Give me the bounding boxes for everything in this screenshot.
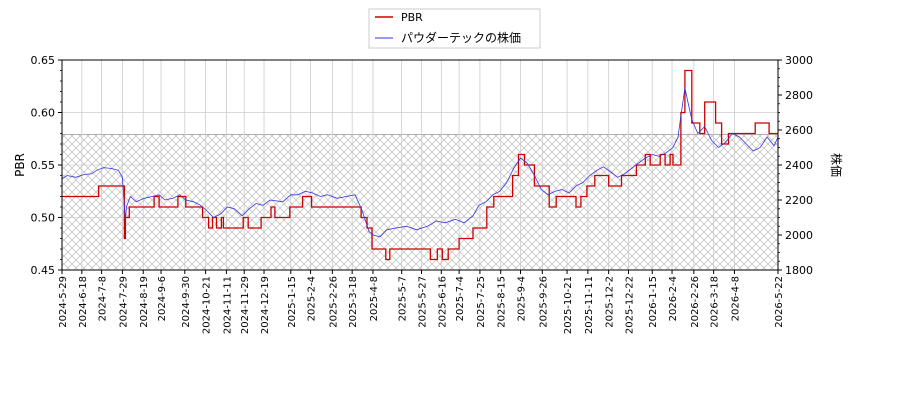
x-tick-label: 2025-7-25 <box>476 276 487 328</box>
right-tick-label: 2400 <box>785 159 813 172</box>
x-tick-label: 2025-4-8 <box>369 276 380 321</box>
x-tick-label: 2025-9-26 <box>538 276 549 328</box>
x-tick-label: 2026-4-8 <box>730 276 741 321</box>
x-tick-label: 2024-9-30 <box>181 276 192 328</box>
x-tick-label: 2024-10-21 <box>202 276 213 334</box>
left-tick-label: 0.50 <box>31 212 56 225</box>
legend-label-pbr: PBR <box>401 11 423 24</box>
left-tick-label: 0.55 <box>31 159 56 172</box>
left-tick-label: 0.45 <box>31 264 56 277</box>
right-tick-label: 3000 <box>785 54 813 67</box>
x-tick-label: 2026-1-15 <box>648 276 659 328</box>
x-tick-label: 2026-5-22 <box>774 276 785 328</box>
right-tick-label: 2600 <box>785 124 813 137</box>
x-tick-label: 2025-3-18 <box>348 276 359 328</box>
left-axis-label: PBR <box>13 153 27 177</box>
x-tick-label: 2024-7-29 <box>118 276 129 328</box>
x-tick-label: 2026-2-4 <box>668 276 679 321</box>
x-tick-label: 2025-12-2 <box>605 276 616 328</box>
band-fill <box>62 134 778 270</box>
x-tick-label: 2026-2-26 <box>690 276 701 328</box>
x-tick-label: 2025-7-4 <box>455 276 466 321</box>
right-tick-label: 2000 <box>785 229 813 242</box>
x-tick-label: 2025-8-15 <box>497 276 508 328</box>
x-tick-label: 2025-9-4 <box>517 276 528 321</box>
x-tick-label: 2024-12-19 <box>260 276 271 334</box>
left-axis-ticks: 0.45 0.50 0.55 0.60 0.65 <box>31 54 62 277</box>
right-tick-label: 2200 <box>785 194 813 207</box>
x-tick-label: 2025-10-21 <box>563 276 574 334</box>
x-tick-label: 2026-3-18 <box>710 276 721 328</box>
x-tick-label: 2025-12-22 <box>624 276 635 334</box>
x-tick-label: 2025-6-16 <box>437 276 448 328</box>
range-band <box>62 133 778 270</box>
x-tick-label: 2024-6-18 <box>78 276 89 328</box>
right-axis-label: 株価 <box>829 153 844 177</box>
series-line-pbr <box>62 69 778 261</box>
x-tick-label: 2024-9-6 <box>157 276 168 321</box>
x-tick-label: 2024-5-29 <box>58 276 69 328</box>
left-tick-label: 0.65 <box>31 54 56 67</box>
legend-box <box>368 8 541 49</box>
right-tick-label: 2800 <box>785 89 813 102</box>
series-layer <box>62 69 778 261</box>
x-tick-label: 2024-7-8 <box>98 276 109 321</box>
right-tick-label: 1800 <box>785 264 813 277</box>
legend: PBR パウダーテックの株価 <box>368 8 541 49</box>
x-tick-label: 2024-11-29 <box>240 276 251 334</box>
x-tick-label: 2024-11-11 <box>222 276 233 334</box>
x-tick-label: 2025-2-4 <box>307 276 318 321</box>
x-axis-ticks: 2024-5-29 2024-6-18 2024-7-8 2024-7-29 2024-… <box>58 270 785 334</box>
left-tick-label: 0.60 <box>31 107 56 120</box>
x-tick-label: 2025-5-7 <box>398 276 409 321</box>
x-tick-label: 2025-11-11 <box>584 276 595 334</box>
right-axis-ticks: 1800 2000 2200 2400 2600 2800 3000 <box>778 54 813 277</box>
x-tick-label: 2025-1-15 <box>287 276 298 328</box>
x-tick-label: 2025-5-27 <box>417 276 428 328</box>
legend-label-stock-price: パウダーテックの株価 <box>401 30 521 45</box>
series-line-stock-price <box>62 87 778 238</box>
x-tick-label: 2024-8-19 <box>139 276 150 328</box>
x-tick-label: 2025-2-26 <box>328 276 339 328</box>
